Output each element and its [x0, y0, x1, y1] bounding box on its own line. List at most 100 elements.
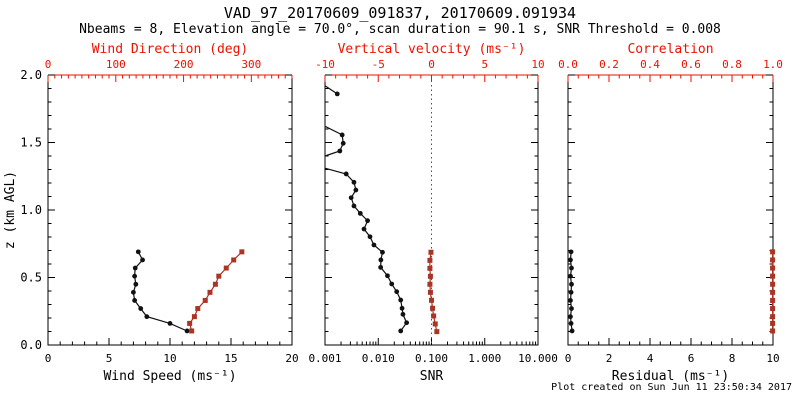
wind-speed-marker: [140, 257, 145, 263]
residual-marker: [568, 321, 574, 326]
residual-marker: [569, 328, 575, 334]
top-tick-label: 5: [481, 58, 488, 71]
top-tick-label: 100: [106, 58, 126, 71]
snr-marker: [334, 91, 340, 97]
top-tick-label: 200: [174, 58, 194, 71]
x-tick-label: 10: [766, 352, 779, 365]
correlation-marker: [770, 297, 776, 303]
residual-panel: 0 2 4 6 8 10 Residual (ms⁻¹) 0.0 0.2 0.4 0.6 0.8 1.0…: [558, 42, 783, 384]
wind-speed-marker: [131, 289, 136, 295]
wind-speed-marker: [135, 249, 141, 255]
wind-direction-marker: [187, 320, 193, 326]
snr-marker: [385, 273, 390, 279]
snr-marker: [378, 257, 384, 263]
snr-marker: [389, 281, 395, 287]
snr-marker: [367, 234, 373, 240]
top-tick-label: 1.0: [763, 58, 783, 71]
bottom-axis-title: SNR: [420, 369, 444, 384]
top-tick-label: 0.0: [558, 58, 578, 71]
snr-marker: [337, 148, 343, 154]
snr-marker: [398, 297, 404, 303]
snr-marker: [357, 210, 363, 216]
vertical-velocity-series: [427, 249, 440, 335]
wind-speed-marker: [133, 281, 139, 287]
correlation-marker: [770, 257, 776, 263]
top-tick-label: -5: [372, 58, 385, 71]
snr-marker: [404, 320, 410, 326]
x-tick-label: 15: [224, 352, 237, 365]
vertical-velocity-marker: [427, 281, 433, 287]
snr-marker: [351, 179, 357, 185]
x-tick-label: 10.000: [518, 352, 558, 365]
correlation-marker: [770, 281, 776, 287]
wind-direction-marker: [189, 328, 195, 334]
y-tick-label: 2.0: [20, 68, 42, 82]
snr-line: [324, 167, 408, 332]
x-tick-label: 0: [565, 352, 572, 365]
snr-marker: [351, 203, 357, 209]
wind-speed-marker: [132, 273, 138, 279]
x-tick-label: 0.100: [415, 352, 448, 365]
snr-marker: [361, 226, 367, 232]
wind-speed-marker: [167, 321, 173, 326]
x-tick-label: 5: [106, 352, 113, 365]
correlation-marker: [770, 328, 776, 334]
residual-marker: [569, 265, 574, 271]
wind-speed-marker: [144, 314, 150, 320]
x-tick-label: 10: [163, 352, 176, 365]
snr-marker: [348, 195, 354, 201]
correlation-marker: [770, 265, 776, 271]
top-tick-label: 300: [241, 58, 261, 71]
residual-series: [568, 249, 575, 334]
snr-marker: [400, 311, 406, 317]
x-tick-label: 6: [688, 352, 695, 365]
y-axis-title: z (km AGL): [3, 171, 18, 249]
correlation-series: [770, 249, 776, 334]
correlation-marker: [770, 289, 776, 295]
x-tick-label: 0.001: [308, 352, 341, 365]
snr-marker: [394, 289, 400, 295]
x-tick-label: 2: [606, 352, 613, 365]
correlation-marker: [770, 314, 776, 320]
vertical-velocity-marker: [434, 329, 440, 335]
wind-direction-marker: [191, 314, 197, 320]
vertical-velocity-marker: [431, 313, 437, 319]
snr-marker: [343, 171, 349, 177]
wind-speed-series: [131, 249, 190, 334]
top-tick-label: 0: [45, 58, 52, 71]
residual-marker: [568, 314, 573, 320]
wind-speed-marker: [132, 298, 138, 303]
plot-created-timestamp: Plot created on Sun Jun 11 23:50:34 2017: [551, 382, 792, 393]
wind-direction-marker: [223, 265, 229, 271]
wind-direction-marker: [207, 289, 213, 295]
residual-marker: [568, 273, 573, 279]
vertical-velocity-marker: [429, 297, 434, 303]
residual-marker: [569, 281, 574, 287]
snr-series: [324, 85, 410, 334]
vertical-velocity-marker: [427, 265, 433, 271]
wind-direction-line: [189, 251, 243, 332]
snr-panel: 0.001 0.010 0.100 1.000 10.000 SNR -10 -5 0 5 10 Ve…: [308, 42, 557, 384]
x-tick-label: 8: [729, 352, 736, 365]
wind-direction-marker: [195, 306, 201, 312]
residual-marker: [569, 306, 574, 311]
correlation-marker: [770, 320, 776, 326]
wind-speed-marker: [184, 328, 190, 334]
vertical-velocity-marker: [428, 249, 434, 255]
snr-marker: [399, 305, 405, 311]
top-tick-label: 0.8: [722, 58, 742, 71]
snr-marker: [398, 328, 404, 334]
correlation-marker: [770, 273, 776, 279]
wind-direction-marker: [239, 249, 245, 255]
bottom-axis-title: Wind Speed (ms⁻¹): [103, 369, 236, 384]
top-tick-label: 0.2: [599, 58, 619, 71]
plot-title: VAD_97_20170609_091837, 20170609.091934: [223, 4, 577, 22]
top-tick-label: -10: [315, 58, 335, 71]
top-axis-title: Wind Direction (deg): [92, 42, 249, 57]
x-tick-label: 0: [45, 352, 52, 365]
y-tick-label: 0.0: [20, 338, 42, 352]
wind-speed-marker: [138, 306, 144, 311]
x-tick-label: 20: [285, 352, 298, 365]
wind-direction-marker: [212, 281, 218, 287]
